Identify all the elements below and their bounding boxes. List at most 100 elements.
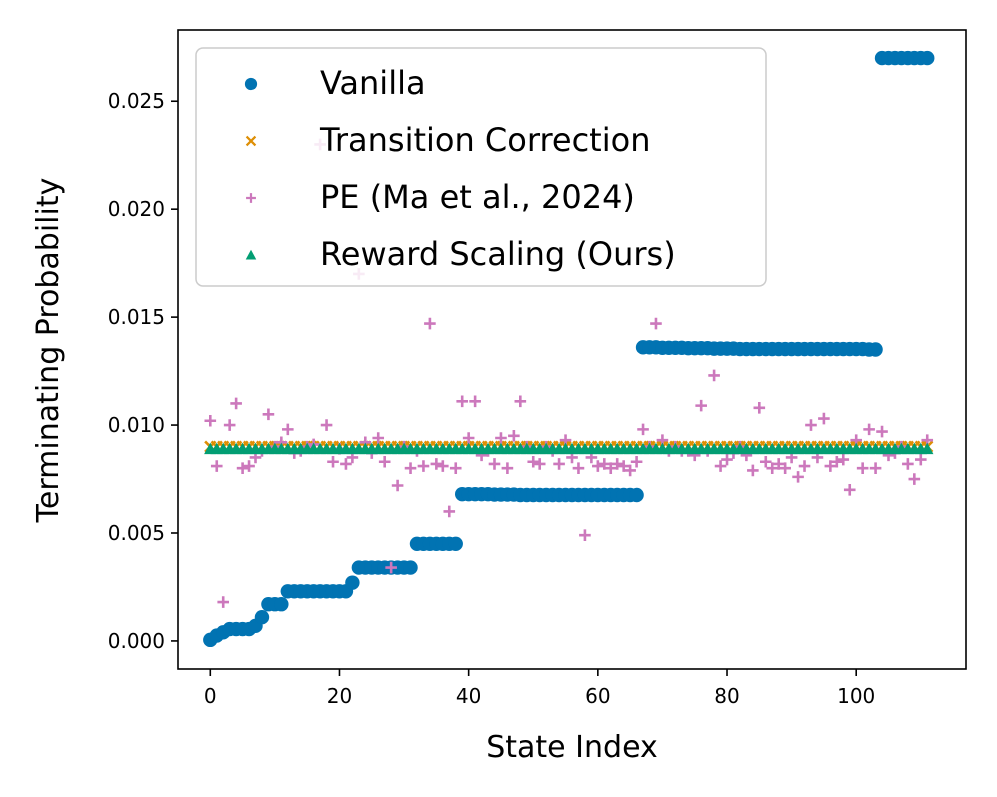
data-point — [456, 395, 468, 408]
data-point — [254, 609, 270, 625]
data-point — [553, 458, 565, 470]
data-point — [514, 395, 527, 408]
data-point — [604, 462, 617, 475]
data-point — [236, 462, 249, 475]
y-tick-label: 0.015 — [108, 305, 165, 329]
data-point — [533, 458, 546, 470]
data-point — [274, 597, 289, 612]
data-point — [417, 460, 430, 472]
data-point — [404, 462, 417, 475]
x-tick-label: 100 — [837, 684, 875, 708]
legend-entry: Reward Scaling (Ours) — [245, 235, 676, 273]
data-point — [914, 453, 927, 466]
data-point — [792, 471, 804, 483]
data-point — [495, 432, 507, 444]
series-layer — [203, 50, 935, 648]
data-point — [282, 423, 294, 436]
data-point — [217, 596, 230, 608]
plot-frame — [177, 29, 967, 670]
legend-box — [195, 47, 767, 287]
data-point — [527, 455, 540, 468]
legend-label: Reward Scaling (Ours) — [320, 235, 676, 273]
data-point — [831, 455, 843, 468]
data-point — [779, 462, 791, 475]
data-point — [320, 419, 333, 431]
x-axis: 0 20 40 60 80 100 — [204, 669, 875, 708]
data-point — [391, 479, 404, 492]
data-point — [372, 432, 385, 444]
data-point — [327, 455, 339, 468]
data-point — [488, 458, 501, 470]
legend-entry: Transition Correction — [245, 121, 650, 159]
x-tick-label: 80 — [714, 684, 739, 708]
x-tick-label: 60 — [585, 684, 610, 708]
data-point — [856, 462, 869, 475]
data-point — [747, 464, 759, 477]
data-point — [262, 408, 275, 421]
data-point — [637, 423, 649, 436]
data-point — [714, 460, 727, 472]
data-point — [462, 432, 475, 444]
legend-marker — [244, 77, 258, 91]
legend-marker — [245, 135, 257, 147]
legend-entry: PE (Ma et al., 2024) — [246, 178, 635, 216]
data-point — [403, 560, 418, 575]
data-point — [443, 505, 456, 518]
data-point — [624, 464, 636, 477]
legend: Vanilla Transition Correction PE (Ma et al… — [195, 47, 767, 287]
data-point — [592, 460, 604, 472]
x-tick-label: 40 — [456, 684, 481, 708]
legend-label: Transition Correction — [319, 121, 650, 159]
x-tick-label: 0 — [204, 684, 217, 708]
data-point — [501, 462, 514, 475]
data-point — [721, 453, 733, 466]
data-point — [902, 458, 914, 470]
data-point — [868, 342, 883, 357]
legend-marker — [246, 193, 256, 203]
x-tick-label: 20 — [327, 684, 352, 708]
legend-marker — [245, 249, 257, 260]
series-vanilla — [203, 50, 935, 648]
data-point — [753, 401, 766, 414]
data-point — [448, 536, 463, 551]
y-axis: 0.000 0.005 0.010 0.015 0.020 0.025 — [108, 89, 178, 653]
series-pe-ma-et-al-2024 — [204, 138, 934, 608]
data-point — [818, 412, 830, 425]
data-point — [611, 458, 624, 470]
data-point — [843, 484, 856, 496]
data-point — [824, 460, 837, 472]
data-point — [223, 419, 236, 431]
y-axis-title: Terminating Probability — [31, 178, 66, 524]
data-point — [772, 458, 785, 470]
data-point — [798, 460, 811, 472]
data-point — [805, 419, 817, 431]
data-point — [345, 575, 360, 590]
data-point — [430, 458, 443, 470]
series-reward-scaling-ours — [204, 442, 934, 455]
data-point — [210, 460, 223, 472]
data-point — [340, 458, 352, 470]
data-point — [920, 50, 935, 66]
legend-label: Vanilla — [320, 64, 426, 102]
data-point — [437, 460, 449, 472]
data-point — [921, 442, 934, 455]
x-axis-title: State Index — [486, 730, 658, 765]
data-point — [629, 487, 644, 503]
y-tick-label: 0.005 — [108, 521, 165, 545]
legend-label: PE (Ma et al., 2024) — [320, 178, 635, 216]
y-tick-label: 0.000 — [108, 629, 165, 653]
legend-entry: Vanilla — [244, 64, 426, 102]
data-point — [837, 453, 850, 466]
data-point — [908, 473, 921, 485]
data-point — [598, 458, 611, 470]
data-point — [385, 561, 397, 574]
data-point — [650, 317, 662, 330]
y-tick-label: 0.020 — [108, 197, 165, 221]
data-point — [617, 460, 630, 472]
data-point — [424, 317, 436, 330]
y-tick-label: 0.025 — [108, 89, 165, 113]
data-point — [204, 414, 217, 427]
data-point — [876, 425, 888, 438]
data-point — [378, 455, 391, 468]
